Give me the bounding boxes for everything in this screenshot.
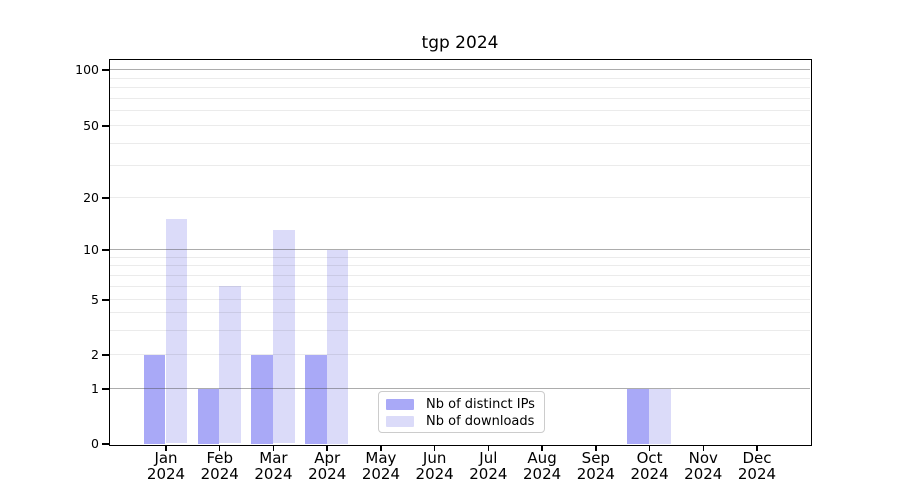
y-gridline-90 bbox=[109, 77, 810, 79]
x-tick-label-jun: Jun 2024 bbox=[415, 449, 454, 483]
x-tick-label-may: May 2024 bbox=[361, 449, 400, 483]
x-tick-mark-jul bbox=[487, 445, 490, 451]
x-tick-mark-jun bbox=[433, 445, 436, 451]
y-tick-mark-100 bbox=[102, 69, 109, 71]
legend-label-distinct-ips: Nb of distinct IPs bbox=[426, 397, 535, 412]
x-tick-label-nov: Nov 2024 bbox=[684, 449, 723, 483]
y-gridline-70 bbox=[109, 97, 810, 99]
y-gridline-100 bbox=[109, 69, 810, 70]
chart-title: tgp 2024 bbox=[421, 33, 499, 53]
y-tick-label-0: 0 bbox=[91, 436, 99, 451]
bar-nb-of-downloads-apr bbox=[326, 249, 349, 444]
y-tick-mark-5 bbox=[102, 299, 109, 301]
x-tick-label-feb: Feb 2024 bbox=[200, 449, 239, 483]
x-tick-mark-may bbox=[380, 445, 382, 451]
x-tick-label-sep: Sep 2024 bbox=[576, 449, 615, 483]
y-gridline-40 bbox=[109, 142, 810, 144]
bar-nb-of-downloads-oct bbox=[649, 388, 671, 444]
bar-nb-of-downloads-jan bbox=[165, 219, 188, 444]
y-tick-mark-0 bbox=[102, 443, 109, 445]
legend-item-distinct-ips: Nb of distinct IPs bbox=[386, 396, 538, 413]
x-tick-mark-dec bbox=[756, 445, 758, 451]
legend-label-downloads: Nb of downloads bbox=[426, 414, 535, 429]
y-gridline-80 bbox=[109, 87, 810, 89]
y-gridline-50 bbox=[109, 125, 810, 126]
y-tick-mark-2 bbox=[102, 354, 109, 356]
y-tick-label-1: 1 bbox=[91, 381, 99, 396]
x-tick-mark-mar bbox=[272, 445, 275, 451]
x-tick-label-mar: Mar 2024 bbox=[254, 449, 293, 483]
bar-nb-of-distinct-ips-jan bbox=[143, 354, 166, 444]
legend: Nb of distinct IPs Nb of downloads bbox=[378, 391, 545, 433]
y-tick-mark-1 bbox=[102, 388, 109, 390]
bar-nb-of-downloads-mar bbox=[272, 229, 295, 444]
y-gridline-4 bbox=[109, 312, 810, 314]
x-tick-mark-oct bbox=[648, 445, 651, 451]
y-gridline-9 bbox=[109, 256, 810, 258]
x-tick-mark-feb bbox=[218, 445, 221, 451]
legend-swatch-distinct-ips bbox=[386, 399, 414, 410]
plot-area bbox=[108, 58, 812, 446]
y-gridline-7 bbox=[109, 274, 810, 276]
y-gridline-8 bbox=[109, 265, 810, 267]
legend-item-downloads: Nb of downloads bbox=[386, 413, 538, 430]
x-tick-mark-aug bbox=[541, 445, 543, 451]
x-tick-label-oct: Oct 2024 bbox=[630, 449, 669, 483]
y-tick-mark-20 bbox=[102, 197, 109, 199]
x-tick-label-aug: Aug 2024 bbox=[522, 449, 562, 483]
bar-nb-of-distinct-ips-oct bbox=[627, 388, 650, 444]
y-gridline-1 bbox=[109, 388, 810, 389]
y-tick-label-100: 100 bbox=[75, 62, 99, 77]
bars-layer bbox=[110, 60, 810, 444]
gridlines-layer bbox=[109, 60, 810, 444]
bar-nb-of-distinct-ips-apr bbox=[304, 354, 327, 444]
y-tick-label-20: 20 bbox=[83, 190, 99, 205]
x-tick-mark-sep bbox=[595, 445, 597, 451]
x-tick-label-jul: Jul 2024 bbox=[469, 449, 508, 483]
y-gridline-60 bbox=[109, 110, 810, 112]
y-gridline-5 bbox=[109, 299, 810, 300]
x-tick-label-dec: Dec 2024 bbox=[737, 449, 777, 483]
y-gridline-30 bbox=[109, 165, 810, 167]
y-tick-label-10: 10 bbox=[83, 242, 99, 257]
y-gridline-2 bbox=[109, 354, 810, 355]
x-tick-mark-apr bbox=[326, 445, 328, 451]
y-gridline-20 bbox=[109, 197, 810, 198]
bar-nb-of-downloads-feb bbox=[219, 286, 241, 444]
y-gridline-6 bbox=[109, 285, 810, 287]
bar-nb-of-distinct-ips-feb bbox=[197, 388, 220, 444]
x-tick-mark-nov bbox=[702, 445, 705, 451]
bar-nb-of-distinct-ips-mar bbox=[251, 354, 273, 444]
legend-swatch-downloads bbox=[386, 416, 414, 427]
y-tick-label-50: 50 bbox=[83, 118, 99, 133]
x-tick-label-apr: Apr 2024 bbox=[308, 449, 347, 483]
y-gridline-10 bbox=[109, 249, 810, 250]
y-tick-label-5: 5 bbox=[91, 292, 99, 307]
x-tick-label-jan: Jan 2024 bbox=[146, 449, 186, 483]
y-gridline-3 bbox=[109, 329, 810, 331]
x-tick-mark-jan bbox=[165, 445, 167, 451]
y-tick-label-2: 2 bbox=[91, 347, 99, 362]
y-tick-mark-50 bbox=[102, 125, 109, 127]
y-tick-mark-10 bbox=[102, 249, 109, 251]
